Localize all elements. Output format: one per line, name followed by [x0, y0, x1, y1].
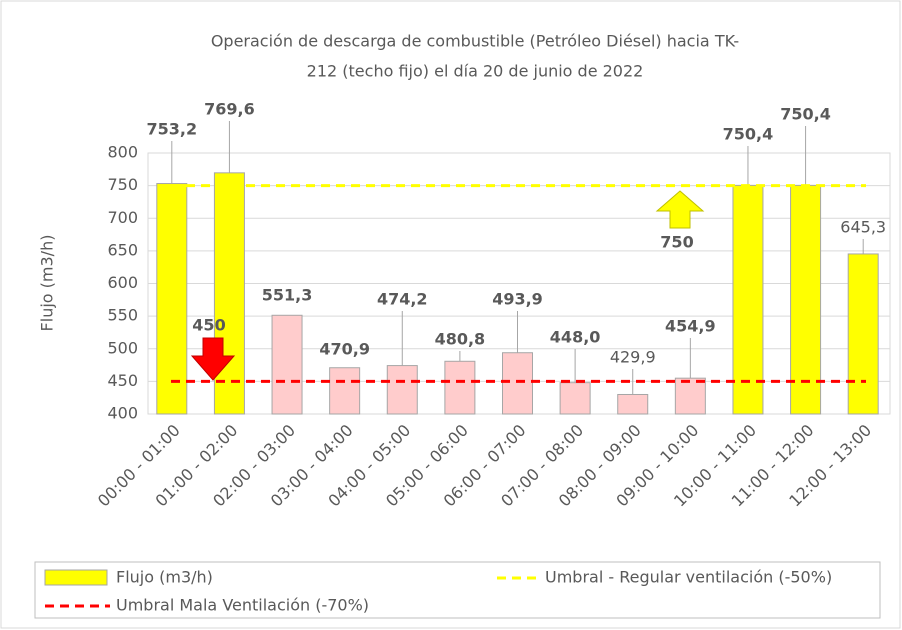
data-label: 480,8	[435, 330, 486, 349]
y-tick-label: 500	[107, 338, 138, 357]
bar	[444, 360, 476, 415]
annotation: 750	[660, 233, 693, 252]
data-label: 750,4	[723, 125, 774, 144]
bar	[617, 393, 649, 415]
bar	[502, 352, 533, 415]
data-label: 551,3	[262, 286, 313, 305]
y-tick-label: 550	[107, 306, 138, 325]
annotation: 450	[192, 316, 225, 335]
data-label: 470,9	[319, 340, 370, 359]
bar	[271, 314, 303, 415]
y-tick-label: 400	[107, 404, 138, 423]
y-axis-label: Flujo (m3/h)	[38, 235, 57, 332]
arrow-down	[190, 337, 236, 381]
data-label: 474,2	[377, 290, 428, 309]
bar	[329, 367, 361, 415]
bar	[674, 377, 706, 415]
data-label: 769,6	[204, 100, 255, 119]
y-tick-label: 800	[107, 143, 138, 162]
legend-label: Flujo (m3/h)	[116, 568, 213, 587]
data-label: 753,2	[147, 120, 198, 139]
y-tick-label: 600	[107, 273, 138, 292]
legend-label: Umbral Mala Ventilación (-70%)	[116, 596, 369, 615]
bar	[790, 184, 822, 415]
bar	[156, 183, 188, 415]
bar	[847, 253, 879, 415]
legend-swatch	[44, 569, 108, 586]
y-tick-label: 750	[107, 175, 138, 194]
data-label: 493,9	[492, 290, 543, 309]
arrow-up	[655, 190, 705, 229]
bar	[213, 172, 245, 415]
chart-title: Operación de descarga de combustible (Pe…	[211, 32, 739, 51]
legend-box	[34, 561, 881, 619]
data-label: 454,9	[665, 317, 716, 336]
bar	[559, 382, 591, 415]
data-label: 750,4	[780, 105, 831, 124]
data-label: 429,9	[610, 348, 656, 367]
y-tick-label: 700	[107, 208, 138, 227]
legend-label: Umbral - Regular ventilación (-50%)	[545, 568, 832, 587]
y-tick-label: 450	[107, 371, 138, 390]
y-tick-label: 650	[107, 240, 138, 259]
data-label: 645,3	[840, 218, 886, 237]
data-label: 448,0	[550, 328, 601, 347]
chart-title: 212 (techo fijo) el día 20 de junio de 2…	[307, 62, 644, 81]
bar	[386, 365, 418, 415]
bar	[732, 184, 764, 415]
